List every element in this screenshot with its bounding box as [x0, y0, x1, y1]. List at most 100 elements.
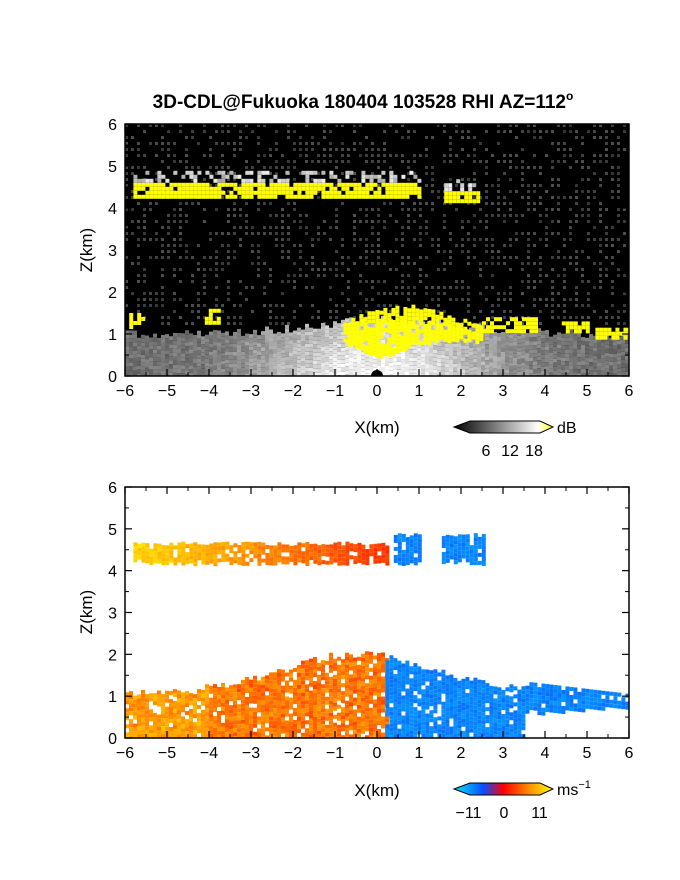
velocity-cell — [285, 732, 289, 737]
boundary-layer-cell — [405, 355, 409, 360]
noise-cell — [617, 178, 620, 181]
velocity-cell — [313, 689, 317, 694]
noise-cell — [275, 142, 278, 145]
noise-cell — [371, 232, 374, 235]
noise-cell — [185, 214, 188, 217]
velocity-cell — [329, 692, 333, 697]
velocity-cell — [305, 696, 309, 701]
boundary-layer-cell — [329, 363, 333, 368]
velocity-cell — [197, 721, 201, 726]
boundary-layer-cell — [245, 373, 249, 376]
velocity-cell — [353, 733, 357, 738]
strong-echo-cell — [439, 315, 444, 320]
velocity-cell — [285, 684, 289, 689]
velocity-cell — [345, 553, 350, 558]
cloud-echo-cell — [464, 199, 469, 204]
noise-cell — [437, 244, 440, 247]
velocity-cell — [157, 547, 162, 552]
velocity-cell — [297, 684, 301, 689]
boundary-layer-cell — [369, 354, 373, 359]
boundary-layer-cell — [361, 351, 365, 356]
strong-echo-cell — [498, 317, 502, 322]
cloud-echo-cell — [257, 182, 262, 187]
noise-cell — [137, 244, 140, 247]
boundary-layer-cell — [209, 339, 213, 344]
boundary-layer-cell — [193, 359, 197, 364]
boundary-layer-cell — [161, 354, 165, 359]
velocity-cell — [405, 553, 410, 558]
boundary-layer-cell — [177, 357, 181, 362]
boundary-layer-cell — [625, 355, 629, 360]
velocity-cell — [369, 679, 373, 684]
boundary-layer-cell — [197, 338, 201, 343]
boundary-layer-cell — [217, 350, 221, 355]
velocity-cell — [337, 728, 341, 733]
noise-cell — [287, 124, 290, 127]
noise-cell — [137, 166, 140, 169]
noise-cell — [359, 310, 362, 313]
velocity-cell — [261, 712, 265, 717]
velocity-cell — [373, 543, 378, 548]
boundary-layer-cell — [125, 338, 129, 343]
strong-echo-cell — [447, 323, 452, 328]
velocity-cell — [217, 546, 222, 551]
velocity-cell — [181, 553, 186, 558]
noise-cell — [155, 202, 158, 205]
boundary-layer-cell — [609, 349, 613, 354]
velocity-cell — [161, 710, 165, 715]
boundary-layer-cell — [593, 351, 597, 356]
cloud-echo-cell — [409, 182, 414, 187]
noise-cell — [557, 274, 560, 277]
velocity-cell — [173, 712, 177, 717]
noise-cell — [419, 208, 422, 211]
boundary-layer-cell — [589, 354, 593, 359]
velocity-marks — [125, 533, 629, 738]
noise-cell — [497, 160, 500, 163]
noise-cell — [335, 208, 338, 211]
boundary-layer-cell — [525, 357, 529, 362]
noise-cell — [503, 214, 506, 217]
noise-cell — [137, 202, 140, 205]
noise-cell — [449, 250, 452, 253]
noise-cell — [623, 208, 626, 211]
strong-echo-cell — [423, 328, 428, 333]
velocity-cell — [309, 690, 313, 695]
noise-cell — [359, 280, 362, 283]
strong-echo-cell — [585, 321, 590, 326]
boundary-layer-cell — [165, 366, 169, 371]
noise-cell — [173, 154, 176, 157]
strong-echo-cell — [137, 313, 142, 317]
strong-echo-cell — [387, 337, 392, 342]
noise-cell — [125, 196, 128, 199]
velocity-cell — [141, 713, 145, 718]
noise-cell — [125, 124, 128, 127]
boundary-layer-cell — [281, 373, 285, 376]
noise-cell — [377, 184, 380, 187]
velocity-cell — [269, 676, 273, 681]
boundary-layer-cell — [253, 349, 257, 354]
noise-cell — [167, 142, 170, 145]
noise-cell — [521, 178, 524, 181]
strong-echo-cell — [375, 330, 380, 335]
noise-cell — [539, 196, 542, 199]
velocity-cell — [245, 561, 250, 566]
noise-cell — [353, 124, 356, 127]
cloud-edge-cell — [157, 174, 162, 179]
noise-cell — [329, 160, 332, 163]
noise-cell — [605, 226, 608, 229]
strong-echo-cell — [399, 335, 404, 340]
cloud-echo-cell — [169, 194, 174, 199]
boundary-layer-cell — [589, 346, 593, 351]
boundary-layer-cell — [441, 350, 445, 355]
boundary-layer-cell — [557, 344, 561, 349]
strong-echo-cell — [343, 326, 348, 331]
boundary-layer-cell — [573, 368, 577, 373]
noise-cell — [551, 166, 554, 169]
boundary-layer-cell — [273, 337, 277, 342]
boundary-layer-cell — [473, 358, 477, 363]
backscatter-y-tick-label: 4 — [108, 201, 117, 218]
noise-cell — [215, 304, 218, 307]
velocity-cell — [441, 552, 446, 557]
noise-cell — [281, 154, 284, 157]
cloud-echo-cell — [257, 186, 262, 191]
